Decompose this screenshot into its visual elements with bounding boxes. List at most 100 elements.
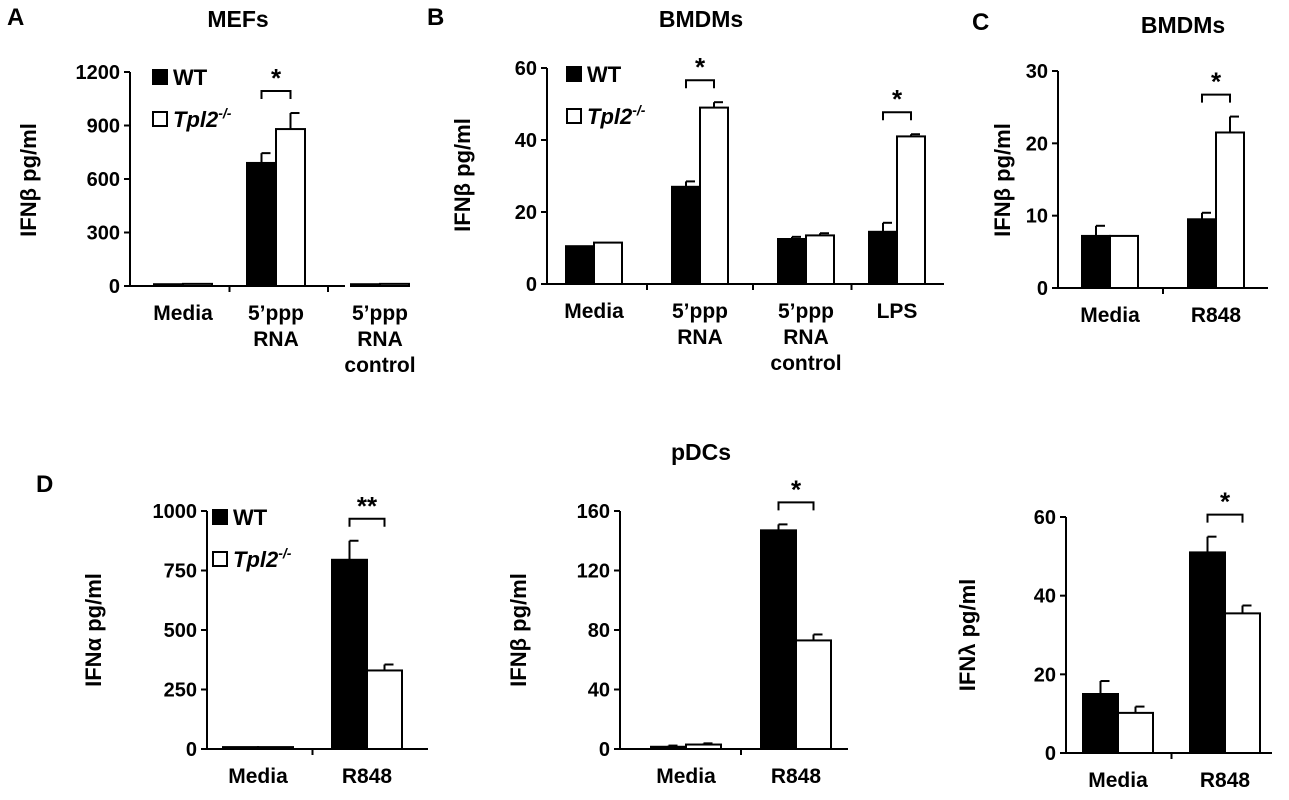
- y-tick-label: 20: [515, 202, 537, 224]
- legend-label-tpl2-name: Tpl2: [587, 104, 633, 129]
- bar-wt: [868, 230, 898, 286]
- legend-label-wt: WT: [173, 65, 208, 90]
- y-tick-label: 0: [526, 274, 537, 296]
- y-axis-title-greek: λ: [955, 644, 980, 656]
- bar-tpl2: [1109, 234, 1139, 289]
- legend-label-tpl2-sup: -/-: [632, 102, 646, 118]
- bar-tpl2: [1117, 711, 1154, 755]
- y-tick-label: 600: [87, 169, 120, 191]
- legend-label-tpl2-name: Tpl2: [173, 107, 219, 132]
- panel-label: D: [36, 471, 53, 498]
- y-tick-label: 20: [1034, 664, 1056, 686]
- panel-label: B: [427, 4, 444, 31]
- significance-label: *: [892, 84, 903, 114]
- legend-swatch-tpl2: [212, 551, 228, 567]
- x-tick-label: LPS: [877, 300, 918, 323]
- y-tick-label: 750: [164, 561, 197, 583]
- figure-title: pDCs: [671, 439, 731, 465]
- bar-wt: [331, 558, 368, 750]
- legend-label-wt: WT: [233, 505, 268, 530]
- y-tick-label: 250: [164, 680, 197, 702]
- chart-title: BMDMs: [1141, 12, 1225, 38]
- chart-panel: IFNλ pg/ml 0 20 40 60 Media R848 *: [955, 487, 1272, 792]
- y-tick-label: 30: [1026, 61, 1048, 83]
- bar-wt: [760, 529, 797, 751]
- legend-swatch-tpl2: [152, 111, 168, 127]
- y-axis-title-suffix: pg/ml: [450, 118, 475, 183]
- bar-tpl2: [896, 135, 926, 285]
- y-axis-title-prefix: IFN: [81, 651, 106, 686]
- bar-wt: [777, 238, 807, 285]
- chart-panel: C BMDMs IFNβ pg/ml 0 10 20 30 Media R848 *: [972, 9, 1268, 327]
- bar-wt: [246, 161, 277, 287]
- chart-title: BMDMs: [659, 6, 743, 32]
- y-tick-label: 900: [87, 116, 120, 138]
- legend-swatch-wt: [212, 509, 228, 525]
- x-tick-label: R848: [342, 765, 393, 788]
- legend-label-tpl2-sup: -/-: [218, 105, 232, 121]
- x-tick-label: 5’ppp: [778, 300, 834, 323]
- x-tick-label: control: [770, 352, 841, 375]
- legend-label-tpl2: Tpl2-/-: [173, 105, 232, 132]
- y-tick-label: 20: [1026, 133, 1048, 155]
- chart-panel: D IFNα pg/ml 0 250 500 750 1000 Media R848 ** WT Tp…: [36, 471, 428, 788]
- x-tick-label: Media: [1080, 304, 1140, 327]
- y-axis-title-prefix: IFN: [955, 656, 980, 691]
- significance-bracket: [777, 501, 815, 511]
- bar-wt: [350, 283, 381, 288]
- bar-wt: [565, 245, 595, 285]
- panel-label: A: [7, 4, 24, 31]
- y-tick-label: 40: [1034, 586, 1056, 608]
- legend: WT Tpl2-/-: [566, 62, 646, 129]
- bar-tpl2: [593, 241, 623, 286]
- bar-wt: [1189, 551, 1226, 755]
- x-tick-label: R848: [1191, 304, 1242, 327]
- y-tick-label: 1000: [153, 501, 198, 523]
- legend-label-tpl2-sup: -/-: [278, 545, 292, 561]
- y-tick-label: 10: [1026, 206, 1048, 228]
- y-axis-title-greek: β: [506, 638, 531, 651]
- significance-label: *: [1211, 67, 1222, 97]
- y-axis-title-greek: α: [81, 637, 106, 651]
- significance-bracket: [260, 90, 292, 100]
- panel-label: C: [972, 9, 989, 36]
- x-tick-label: control: [344, 354, 415, 377]
- significance-bracket: [882, 111, 912, 121]
- x-tick-label: RNA: [357, 328, 403, 351]
- bar-tpl2: [685, 743, 722, 750]
- y-tick-label: 0: [1045, 743, 1056, 765]
- x-tick-label: 5’ppp: [248, 302, 304, 325]
- y-axis-title-prefix: IFN: [450, 196, 475, 231]
- y-tick-label: 0: [186, 739, 197, 761]
- legend: WT Tpl2-/-: [212, 505, 292, 572]
- chart-panel: B BMDMs IFNβ pg/ml 0 20 40 60 Media 5’ppp RNA 5’pp…: [427, 4, 944, 375]
- significance-bracket: [685, 79, 715, 89]
- significance-label: *: [1220, 487, 1231, 517]
- y-tick-label: 40: [588, 680, 610, 702]
- x-tick-label: Media: [564, 300, 624, 323]
- x-tick-label: 5’ppp: [672, 300, 728, 323]
- x-tick-label: Media: [228, 765, 288, 788]
- chart-panel: IFNβ pg/ml 0 40 80 120 160 Media R848 *: [506, 474, 848, 788]
- x-tick-label: R848: [1200, 769, 1251, 792]
- y-axis-title-prefix: IFN: [506, 651, 531, 686]
- x-tick-label: R848: [771, 765, 822, 788]
- y-tick-label: 300: [87, 223, 120, 245]
- bar-tpl2: [257, 746, 294, 751]
- y-tick-label: 60: [515, 58, 537, 80]
- significance-bracket: [1201, 93, 1231, 103]
- bar-wt: [222, 746, 259, 751]
- y-axis-title: IFNβ pg/ml: [450, 118, 475, 232]
- bar-tpl2: [182, 282, 213, 287]
- bar-wt: [153, 283, 184, 288]
- bar-wt: [1082, 693, 1119, 754]
- y-axis-title: IFNβ pg/ml: [506, 573, 531, 687]
- y-axis-title-greek: β: [16, 188, 41, 201]
- significance-label: *: [695, 52, 706, 82]
- bar-tpl2: [805, 234, 835, 285]
- x-tick-label: Media: [1088, 769, 1148, 792]
- y-axis-title: IFNα pg/ml: [81, 573, 106, 687]
- legend-label-tpl2: Tpl2-/-: [587, 102, 646, 129]
- y-tick-label: 0: [599, 739, 610, 761]
- y-axis-title-suffix: pg/ml: [506, 573, 531, 638]
